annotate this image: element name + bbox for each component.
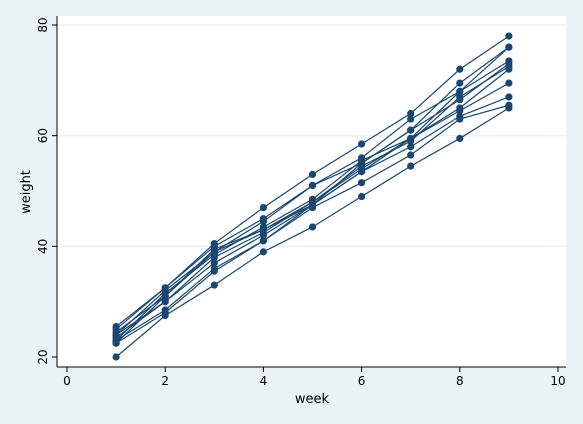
plot-area (57, 16, 566, 367)
data-point-s5-week2 (161, 298, 169, 306)
data-point-s1-week1 (112, 353, 120, 361)
y-axis-title: weight (19, 170, 34, 214)
data-point-s4-week3 (210, 259, 218, 267)
data-point-s11-week7 (407, 109, 415, 118)
x-axis-title: week (295, 392, 330, 407)
y-tick-label-80: 80 (36, 17, 50, 32)
axes: 20 40 60 80 0 2 4 6 8 10 (36, 16, 566, 388)
data-point-s2-week6 (358, 179, 366, 187)
data-point-s11-week5 (308, 170, 317, 178)
data-point-s8-week7 (407, 134, 415, 143)
data-point-s3-week8 (456, 112, 464, 120)
series-group (112, 32, 513, 361)
data-point-s1-week3 (210, 281, 218, 289)
data-point-s11-week3 (210, 239, 218, 248)
data-point-s11-week2 (161, 284, 169, 292)
data-point-s11-week1 (112, 325, 120, 333)
data-point-s9-week3 (210, 248, 218, 256)
data-point-s3-week4 (259, 237, 267, 245)
data-point-s3-week9 (505, 93, 513, 101)
data-point-s8-week9 (505, 57, 513, 65)
data-point-s3-week2 (161, 306, 169, 314)
data-point-s1-week7 (407, 162, 415, 170)
data-point-s9-week8 (456, 79, 464, 87)
x-tick-label-2: 2 (161, 374, 169, 388)
data-point-s7-week8 (456, 96, 464, 104)
x-tick-label-6: 6 (358, 374, 366, 388)
data-point-s9-week1 (112, 331, 120, 339)
data-point-s10-week9 (505, 43, 513, 51)
data-point-s1-week6 (358, 192, 366, 201)
data-point-s11-week4 (259, 204, 267, 212)
data-point-s10-week6 (358, 154, 366, 162)
data-point-s11-week9 (505, 32, 513, 40)
data-point-s2-week9 (505, 101, 513, 109)
data-point-s10-week8 (456, 87, 464, 95)
y-tick-label-60: 60 (36, 128, 50, 143)
data-point-s3-week3 (210, 264, 218, 273)
x-tick-label-8: 8 (456, 374, 464, 388)
data-point-s10-week4 (259, 215, 267, 223)
data-point-s10-week7 (407, 115, 415, 123)
data-point-s10-week5 (308, 181, 317, 190)
x-tick-label-10: 10 (550, 374, 565, 388)
y-tick-label-40: 40 (36, 239, 50, 254)
data-point-s1-week5 (308, 223, 317, 231)
data-point-s5-week8 (456, 104, 464, 112)
data-point-s11-week6 (358, 140, 366, 148)
data-point-s1-week4 (259, 248, 267, 256)
data-point-s2-week7 (407, 151, 415, 159)
y-tick-label-20: 20 (36, 349, 50, 364)
data-point-s9-week6 (358, 159, 366, 167)
data-point-s8-week5 (308, 195, 317, 203)
gridlines (57, 24, 566, 248)
data-point-s3-week7 (407, 143, 415, 151)
x-tick-label-0: 0 (63, 374, 71, 388)
data-point-s8-week1 (112, 336, 120, 344)
data-point-s4-week9 (505, 79, 513, 87)
data-point-s8-week4 (259, 223, 267, 231)
data-point-s9-week7 (407, 126, 415, 134)
x-tick-label-4: 4 (260, 374, 268, 388)
data-point-s7-week5 (308, 201, 317, 209)
data-point-s11-week8 (456, 65, 464, 73)
data-point-s1-week8 (456, 134, 464, 143)
